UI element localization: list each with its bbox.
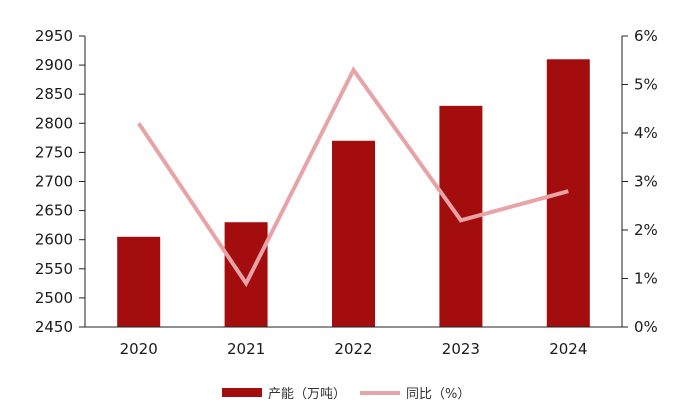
left-tick-label: 2850 <box>35 85 73 103</box>
right-axis-ticks: 0% 1% 2% 3% 4% 5% 6% <box>622 27 658 336</box>
left-tick-label: 2600 <box>35 231 73 249</box>
line-series <box>137 66 569 288</box>
right-tick-label: 0% <box>634 318 658 336</box>
left-tick-label: 2750 <box>35 143 73 161</box>
legend-swatch-capacity <box>222 388 262 397</box>
x-tick-label: 2022 <box>334 340 372 358</box>
x-axis-ticks: 2020 2021 2022 2023 2024 <box>120 340 588 358</box>
left-tick-label: 2700 <box>35 173 73 191</box>
right-tick-label: 6% <box>634 27 658 45</box>
left-tick-label: 2650 <box>35 202 73 220</box>
right-tick-label: 1% <box>634 270 658 288</box>
right-tick-label: 2% <box>634 221 658 239</box>
x-tick-label: 2020 <box>120 340 158 358</box>
legend: 产能（万吨） 同比（%） <box>222 387 470 402</box>
legend-label-yoy: 同比（%） <box>406 387 470 402</box>
bar-series <box>117 59 590 327</box>
right-tick-label: 5% <box>634 76 658 94</box>
left-tick-label: 2450 <box>35 318 73 336</box>
left-tick-label: 2950 <box>35 27 73 45</box>
right-tick-label: 4% <box>634 124 658 142</box>
bar-2021 <box>224 222 268 327</box>
left-tick-label: 2500 <box>35 289 73 307</box>
x-tick-label: 2023 <box>442 340 480 358</box>
left-tick-label: 2800 <box>35 114 73 132</box>
bar-2020 <box>117 236 161 327</box>
x-tick-label: 2024 <box>549 340 587 358</box>
left-tick-label: 2900 <box>35 56 73 74</box>
x-tick-label: 2021 <box>227 340 265 358</box>
legend-label-capacity: 产能（万吨） <box>268 387 346 402</box>
left-axis-ticks: 2450 2500 2550 2600 2650 2700 2750 2800 2850 2900… <box>35 27 85 336</box>
left-tick-label: 2550 <box>35 260 73 278</box>
right-tick-label: 3% <box>634 173 658 191</box>
bar-2022 <box>332 140 375 327</box>
